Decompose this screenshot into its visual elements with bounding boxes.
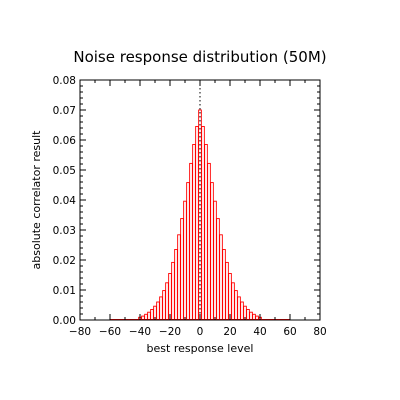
bar: [228, 273, 232, 321]
x-tick-label: 40: [253, 326, 266, 338]
x-tick-label: 20: [223, 326, 236, 338]
bar: [147, 311, 151, 321]
bar: [231, 282, 235, 321]
bar: [246, 309, 250, 321]
bar: [195, 126, 199, 321]
bar: [165, 282, 169, 321]
x-tick-label: 60: [283, 326, 296, 338]
bar: [168, 273, 172, 321]
y-tick-label: 0.00: [53, 315, 76, 327]
bar: [162, 290, 166, 321]
bar: [183, 200, 187, 321]
bar: [240, 301, 244, 321]
y-axis-label: absolute correlator result: [30, 130, 43, 270]
bar: [189, 162, 193, 321]
x-axis-label: best response level: [147, 342, 254, 355]
y-tick-label: 0.08: [53, 75, 76, 87]
bar: [237, 296, 241, 321]
x-tick-label: −20: [159, 326, 181, 338]
ticks-group: −80 −60 −40 −20 0 20 40 60 80 0.00 0.01 0.02 0.03 0.0…: [53, 75, 327, 338]
y-tick-label: 0.03: [53, 225, 76, 237]
x-tick-label: −60: [99, 326, 121, 338]
y-tick-label: 0.07: [53, 105, 76, 117]
bar: [207, 162, 211, 321]
bar: [210, 182, 214, 321]
bar: [222, 249, 226, 321]
bar: [201, 126, 205, 321]
bar: [180, 218, 184, 321]
x-tick-label: 80: [313, 326, 326, 338]
bar: [171, 261, 175, 321]
chart-title: Noise response distribution (50M): [73, 48, 326, 66]
x-tick-label: 0: [197, 326, 204, 338]
bar: [213, 200, 217, 321]
bar: [156, 301, 160, 321]
x-tick-label: −40: [129, 326, 151, 338]
bar: [159, 296, 163, 321]
x-tick-label: −80: [69, 326, 91, 338]
y-tick-label: 0.01: [53, 285, 76, 297]
bar: [234, 290, 238, 321]
bar: [177, 234, 181, 321]
bar: [186, 182, 190, 321]
bar: [249, 311, 253, 321]
bar: [192, 144, 196, 321]
bar: [204, 144, 208, 321]
bar: [225, 261, 229, 321]
bar: [216, 218, 220, 321]
bar: [219, 234, 223, 321]
y-tick-label: 0.02: [53, 255, 76, 267]
y-tick-label: 0.06: [53, 135, 77, 147]
bar: [174, 249, 178, 321]
y-tick-label: 0.04: [53, 195, 77, 207]
y-tick-label: 0.05: [53, 165, 76, 177]
bar: [150, 309, 154, 321]
